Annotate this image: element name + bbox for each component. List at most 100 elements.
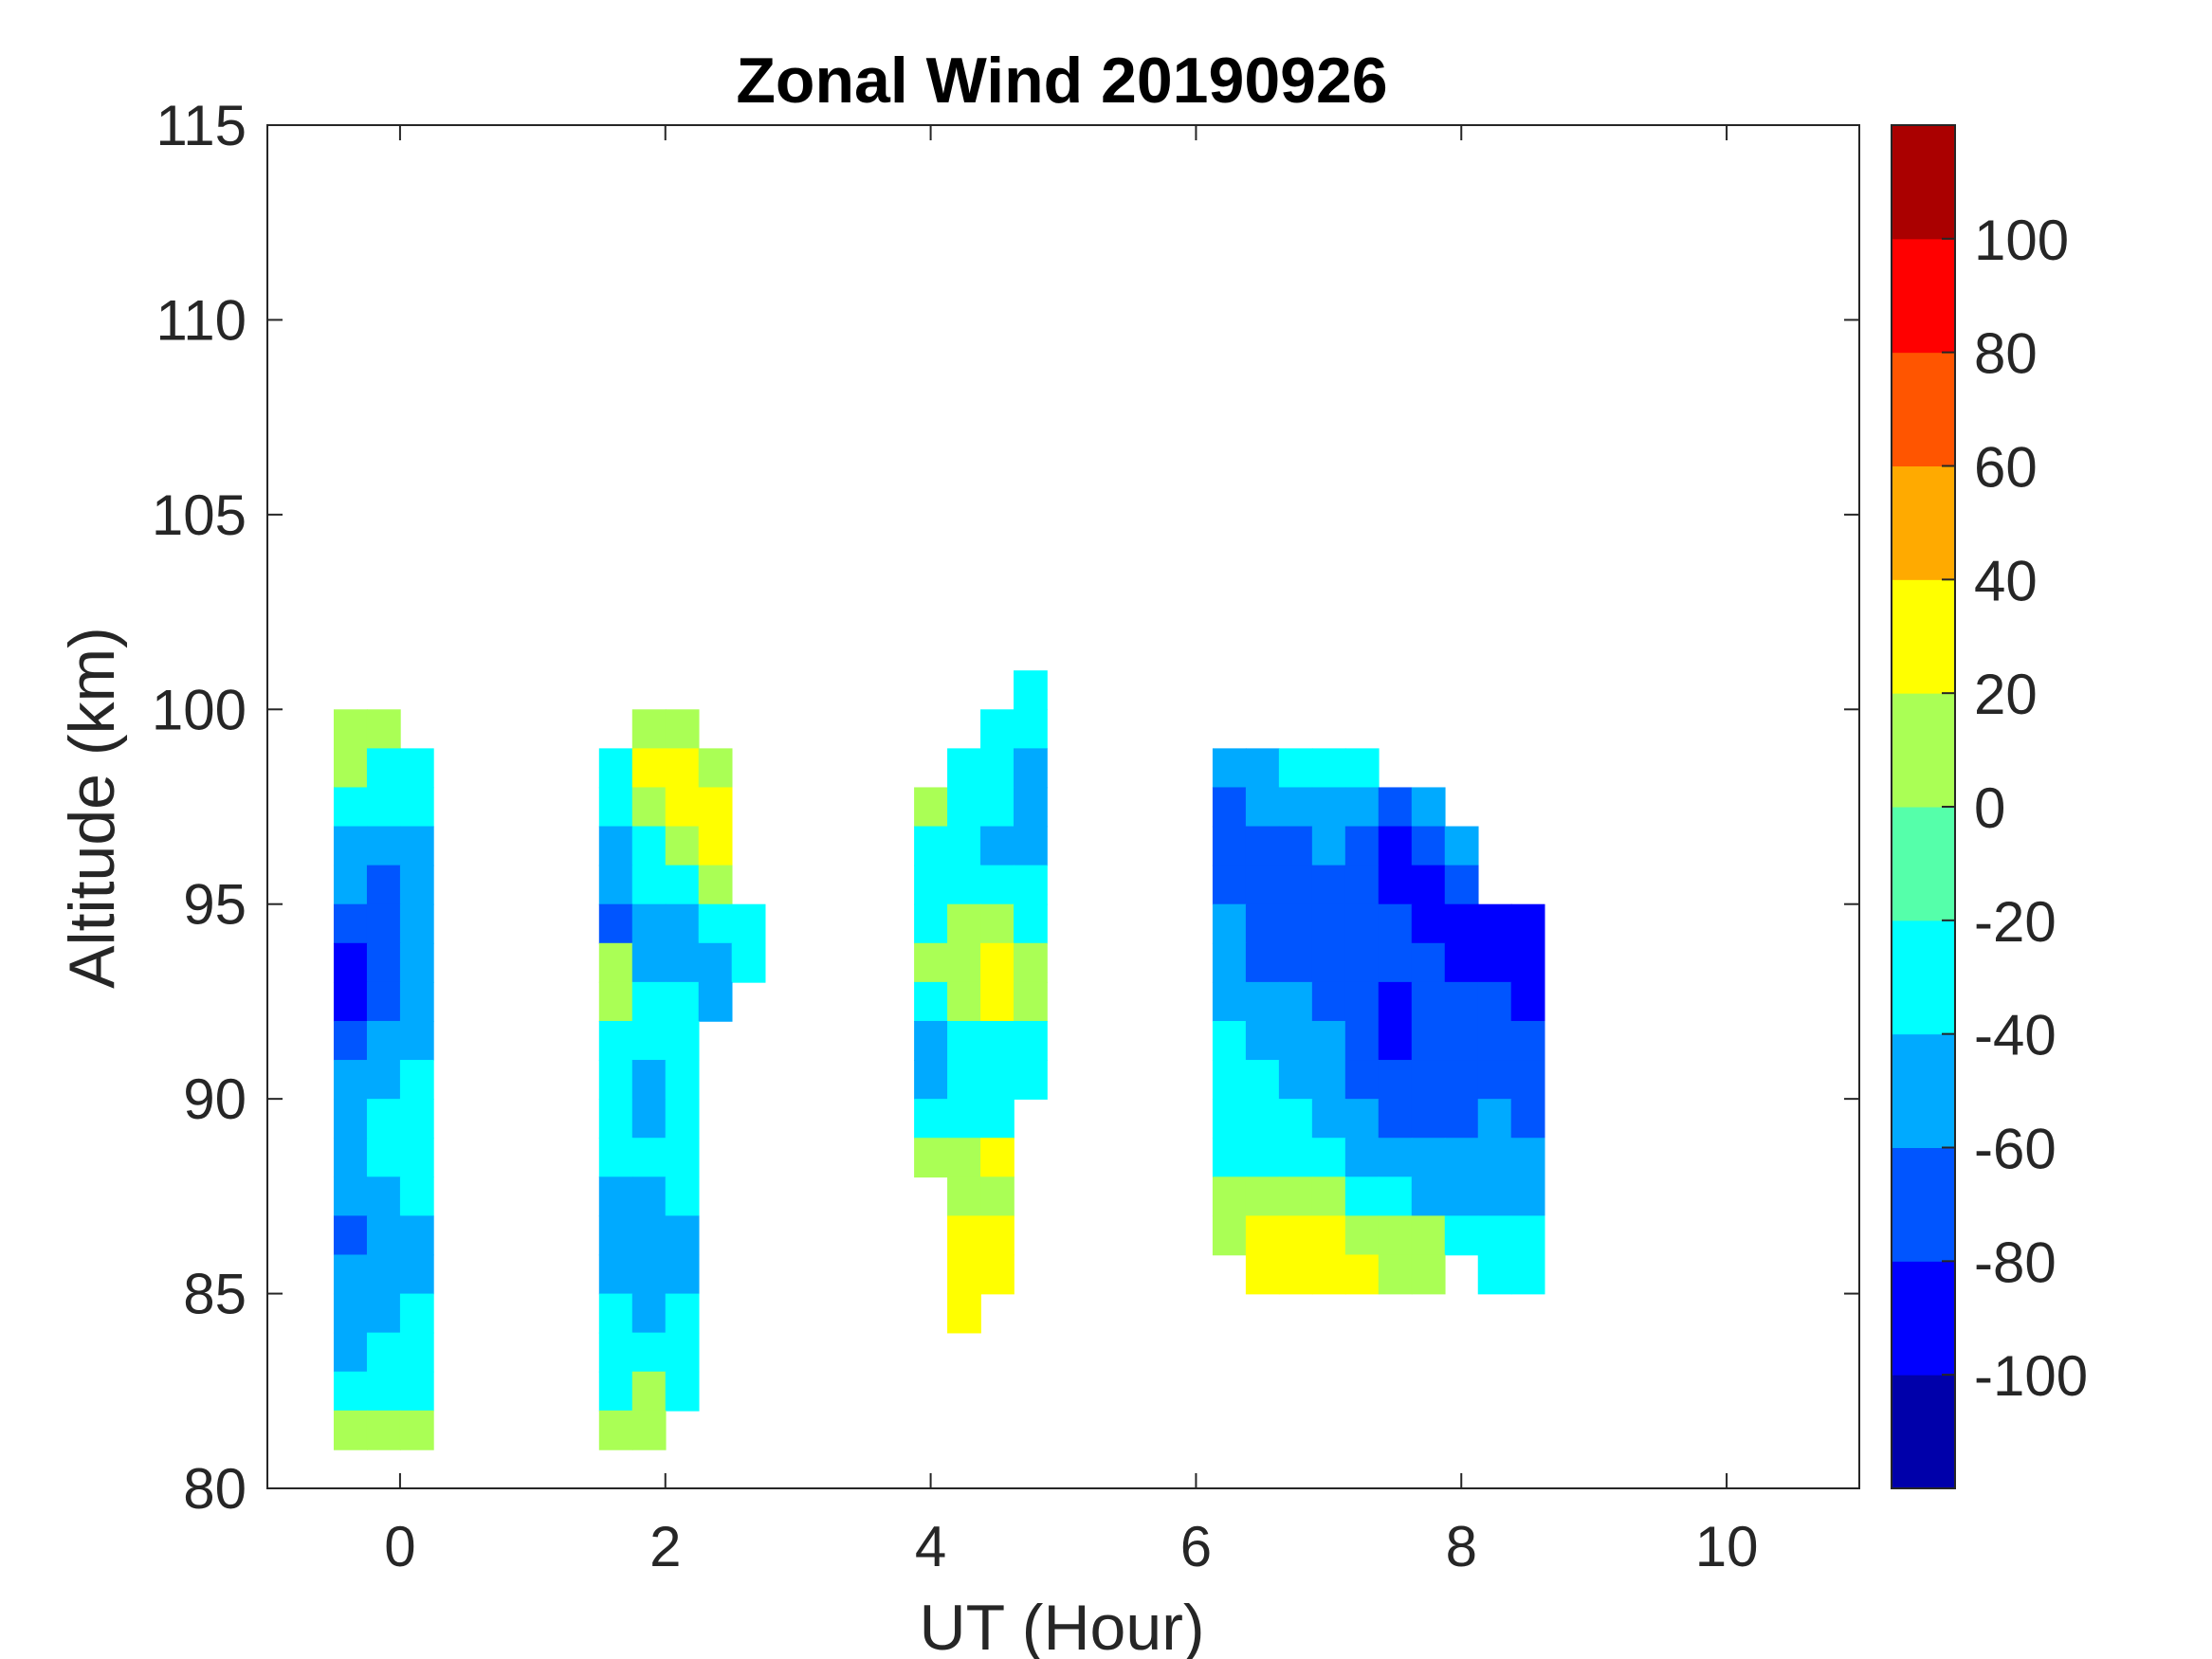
contour-cell — [665, 1293, 700, 1334]
contour-cell — [665, 1254, 700, 1295]
contour-cell — [1014, 1060, 1048, 1100]
contour-cell — [366, 942, 401, 983]
contour-cell — [1212, 748, 1247, 789]
contour-cell — [598, 1020, 633, 1061]
contour-cell — [980, 1254, 1015, 1295]
contour-cell — [947, 865, 981, 905]
contour-cell — [1245, 1176, 1280, 1217]
contour-cell — [1014, 1020, 1048, 1061]
contour-cell — [665, 709, 700, 750]
contour-cell — [631, 1138, 667, 1178]
colorbar-tick-label: 100 — [1974, 209, 2069, 272]
contour-cell — [366, 1371, 401, 1412]
contour-cell — [980, 1060, 1015, 1100]
contour-cell — [333, 865, 368, 905]
contour-cell — [598, 787, 633, 828]
contour-cell — [1378, 981, 1413, 1022]
contour-cell — [665, 787, 700, 828]
contour-cell — [1378, 903, 1413, 944]
contour-cell — [1245, 787, 1280, 828]
colorbar-swatch — [1892, 352, 1955, 466]
contour-cell — [333, 709, 368, 750]
contour-cell — [631, 1215, 667, 1256]
contour-cell — [914, 981, 948, 1022]
contour-cell — [366, 865, 401, 905]
contour-cell — [598, 748, 633, 789]
contour-cell — [1344, 903, 1380, 944]
contour-cell — [399, 1020, 434, 1061]
contour-cell — [1411, 826, 1446, 866]
colorbar-swatch — [1892, 1261, 1955, 1376]
x-axis-label: UT (Hour) — [920, 1592, 1205, 1659]
contour-cell — [399, 1371, 434, 1412]
contour-cell — [1212, 1060, 1247, 1100]
contour-cell — [631, 1020, 667, 1061]
contour-cell — [399, 1254, 434, 1295]
contour-cell — [333, 1293, 368, 1334]
contour-cell — [947, 981, 981, 1022]
contour-cell — [1212, 826, 1247, 866]
contour-cell — [1278, 942, 1313, 983]
contour-cell — [366, 981, 401, 1022]
x-tick-label: 4 — [915, 1515, 946, 1578]
contour-cell — [598, 981, 633, 1022]
contour-cell — [1278, 1020, 1313, 1061]
contour-cell — [399, 1176, 434, 1217]
contour-cell — [1378, 865, 1413, 905]
contour-cell — [366, 903, 401, 944]
contour-cell — [665, 903, 700, 944]
contour-cell — [947, 748, 981, 789]
contour-cell — [333, 748, 368, 789]
contour-cell — [598, 1254, 633, 1295]
contour-cell — [980, 1215, 1015, 1256]
contour-cell — [1378, 942, 1413, 983]
contour-cell — [366, 787, 401, 828]
contour-cell — [698, 903, 733, 944]
contour-cell — [980, 981, 1015, 1022]
colorbar-tick-label: 40 — [1974, 549, 2038, 612]
contour-cell — [698, 748, 733, 789]
contour-cell — [1510, 981, 1545, 1022]
x-tick-label: 2 — [649, 1515, 681, 1578]
contour-cell — [698, 826, 733, 866]
contour-cell — [1278, 903, 1313, 944]
colorbar-swatch — [1892, 1147, 1955, 1262]
colorbar-tick-label: -100 — [1974, 1344, 2088, 1408]
contour-cell — [665, 942, 700, 983]
contour-cell — [399, 1099, 434, 1139]
y-tick-label: 105 — [152, 483, 247, 547]
contour-cell — [333, 1138, 368, 1178]
contour-cell — [947, 1254, 981, 1295]
contour-cell — [1510, 1138, 1545, 1178]
contour-cell — [631, 787, 667, 828]
contour-cell — [1278, 826, 1313, 866]
contour-cell — [598, 865, 633, 905]
contour-cell — [1245, 826, 1280, 866]
contour-cell — [1311, 1060, 1346, 1100]
contour-cell — [1344, 1215, 1380, 1256]
contour-cell — [366, 1138, 401, 1178]
contour-cell — [1014, 748, 1048, 789]
contour-cell — [1477, 981, 1512, 1022]
contour-cell — [1344, 942, 1380, 983]
contour-cell — [1510, 1254, 1545, 1295]
contour-cell — [1411, 787, 1446, 828]
colorbar-swatch — [1892, 1033, 1955, 1148]
colorbar-tick-label: 0 — [1974, 776, 2005, 840]
contour-cell — [631, 709, 667, 750]
contour-cell — [947, 1020, 981, 1061]
contour-cell — [1311, 942, 1346, 983]
contour-fill-layer — [333, 670, 1545, 1450]
contour-cell — [598, 1215, 633, 1256]
contour-cell — [947, 942, 981, 983]
contour-cell — [1344, 826, 1380, 866]
contour-cell — [631, 942, 667, 983]
contour-cell — [333, 1254, 368, 1295]
contour-cell — [1378, 1176, 1413, 1217]
contour-cell — [366, 1410, 401, 1450]
contour-cell — [1311, 1254, 1346, 1295]
contour-cell — [914, 826, 948, 866]
contour-cell — [366, 1176, 401, 1217]
contour-cell — [1477, 1060, 1512, 1100]
contour-cell — [1444, 1060, 1479, 1100]
